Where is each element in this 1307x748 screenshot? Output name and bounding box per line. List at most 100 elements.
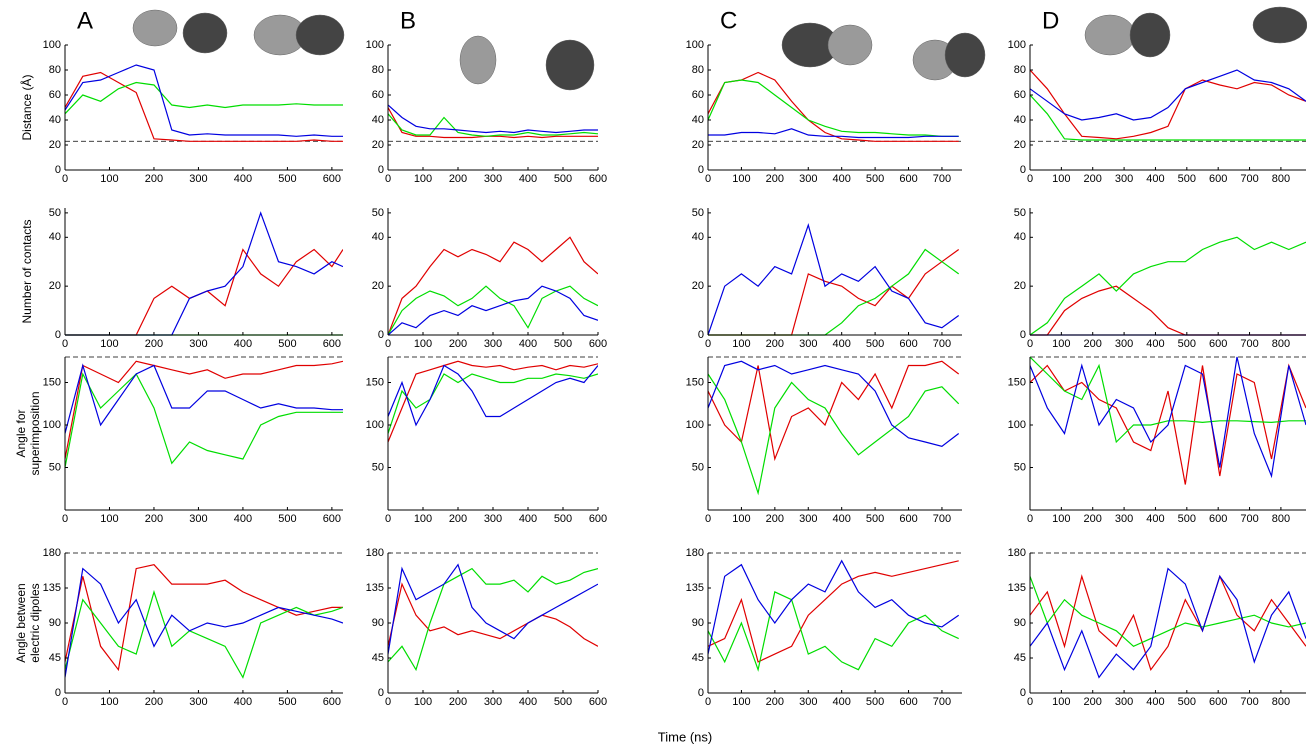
series-line (708, 374, 959, 493)
x-tick-label: 200 (766, 173, 784, 185)
x-tick-label: 0 (62, 513, 68, 525)
y-tick-label: 40 (692, 114, 704, 126)
series-line (388, 366, 598, 426)
x-tick-label: 200 (1084, 338, 1102, 350)
x-tick-label: 300 (799, 173, 817, 185)
series-line (65, 565, 343, 670)
series-line (1030, 237, 1306, 335)
protein (133, 10, 177, 46)
x-tick-label: 100 (414, 173, 432, 185)
y-tick-label: 100 (366, 419, 384, 431)
y-tick-label: 40 (49, 114, 61, 126)
y-axis-label: Angle for (14, 409, 28, 457)
x-tick-label: 400 (234, 338, 252, 350)
series-line (708, 250, 959, 336)
x-tick-label: 0 (705, 173, 711, 185)
series-line (388, 105, 598, 133)
y-tick-label: 0 (378, 329, 384, 341)
y-tick-label: 80 (372, 64, 384, 76)
x-tick-label: 500 (278, 513, 296, 525)
x-tick-label: 200 (449, 696, 467, 708)
x-tick-label: 800 (1272, 513, 1290, 525)
plot-area (388, 237, 598, 335)
series-line (388, 584, 598, 646)
x-tick-label: 200 (145, 173, 163, 185)
x-tick-label: 600 (323, 513, 341, 525)
plot-area (708, 561, 959, 670)
series-line (708, 361, 959, 459)
x-tick-label: 300 (1115, 513, 1133, 525)
y-tick-label: 50 (372, 207, 384, 219)
x-tick-label: 300 (189, 513, 207, 525)
x-tick-label: 400 (519, 338, 537, 350)
series-line (388, 374, 598, 434)
series-line (708, 250, 959, 336)
x-tick-label: 0 (62, 173, 68, 185)
x-tick-label: 0 (1027, 696, 1033, 708)
x-tick-label: 500 (1178, 513, 1196, 525)
y-tick-label: 100 (43, 39, 61, 51)
plot-area (708, 361, 959, 493)
series-line (708, 73, 959, 142)
y-tick-label: 20 (372, 139, 384, 151)
x-tick-label: 300 (799, 338, 817, 350)
y-tick-label: 0 (698, 687, 704, 699)
series-line (388, 286, 598, 335)
y-tick-label: 40 (1014, 231, 1026, 243)
y-tick-label: 0 (378, 164, 384, 176)
plot-area (65, 565, 343, 678)
x-tick-label: 500 (1178, 173, 1196, 185)
y-tick-label: 45 (372, 652, 384, 664)
y-tick-label: 0 (698, 164, 704, 176)
y-tick-label: 90 (372, 617, 384, 629)
series-line (708, 129, 959, 138)
x-tick-label: 100 (1052, 513, 1070, 525)
y-tick-label: 20 (692, 139, 704, 151)
y-tick-label: 100 (1008, 419, 1026, 431)
y-tick-label: 90 (49, 617, 61, 629)
x-tick-label: 200 (145, 696, 163, 708)
x-tick-label: 300 (484, 173, 502, 185)
y-tick-label: 50 (1014, 207, 1026, 219)
y-tick-label: 90 (1014, 617, 1026, 629)
x-tick-label: 600 (589, 513, 607, 525)
x-tick-label: 0 (1027, 338, 1033, 350)
y-tick-label: 0 (55, 329, 61, 341)
x-tick-label: 100 (732, 173, 750, 185)
x-tick-label: 700 (933, 338, 951, 350)
x-tick-label: 0 (705, 696, 711, 708)
x-tick-label: 200 (1084, 173, 1102, 185)
y-tick-label: 180 (686, 547, 704, 559)
figure: Time (ns) 010020030040050060002040608010… (0, 0, 1307, 748)
x-tick-label: 100 (100, 513, 118, 525)
y-tick-label: 40 (692, 231, 704, 243)
y-tick-label: 100 (686, 39, 704, 51)
x-tick-label: 100 (1052, 173, 1070, 185)
x-tick-label: 800 (1272, 696, 1290, 708)
y-tick-label: 60 (49, 89, 61, 101)
y-tick-label: 100 (366, 39, 384, 51)
x-tick-label: 600 (323, 696, 341, 708)
x-tick-label: 600 (323, 338, 341, 350)
y-tick-label: 50 (372, 461, 384, 473)
x-tick-label: 200 (145, 513, 163, 525)
panel: 01002003004005006000204050 (372, 207, 607, 350)
x-tick-label: 100 (732, 338, 750, 350)
x-tick-label: 100 (414, 338, 432, 350)
y-tick-label: 20 (49, 139, 61, 151)
y-tick-label: 40 (49, 231, 61, 243)
x-tick-label: 100 (1052, 338, 1070, 350)
x-tick-label: 400 (1146, 338, 1164, 350)
x-tick-label: 200 (1084, 696, 1102, 708)
panel-label: D (1042, 7, 1059, 34)
plot-area (1030, 357, 1306, 485)
x-tick-label: 400 (519, 696, 537, 708)
x-tick-label: 400 (1146, 513, 1164, 525)
series-line (708, 561, 959, 654)
panel: 010020030040050060050100150 (366, 357, 608, 525)
x-tick-label: 200 (449, 338, 467, 350)
y-tick-label: 100 (686, 419, 704, 431)
x-tick-label: 400 (234, 513, 252, 525)
x-tick-label: 600 (899, 338, 917, 350)
